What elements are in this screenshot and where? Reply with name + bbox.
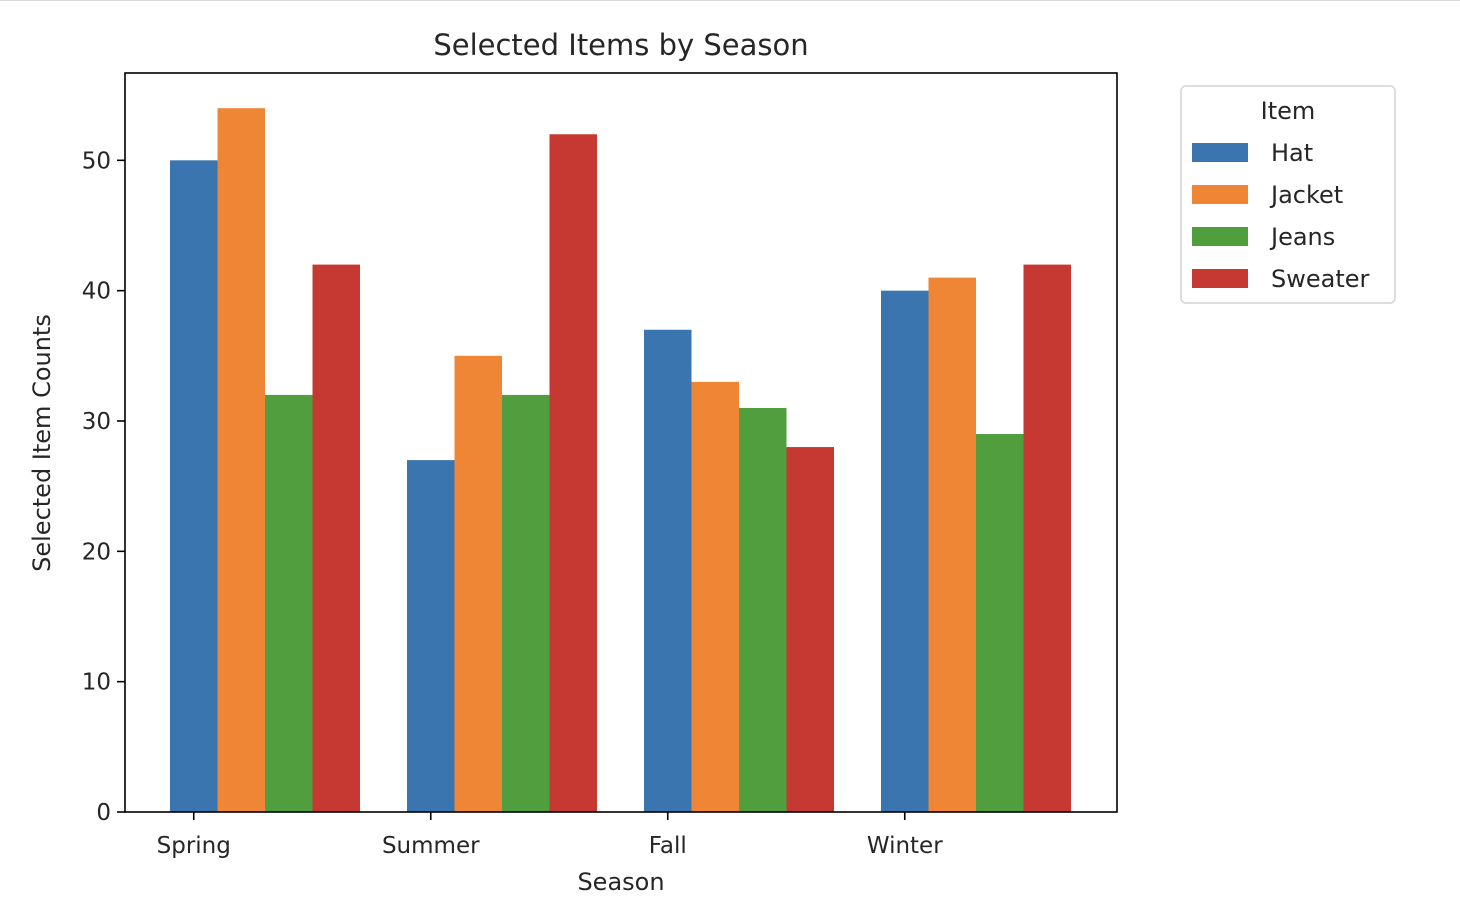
- bar-sweater-summer: [549, 134, 597, 812]
- bar-sweater-fall: [786, 447, 834, 812]
- bar-jeans-summer: [502, 394, 550, 812]
- y-tick-label: 0: [96, 800, 111, 826]
- y-tick-label: 20: [82, 539, 111, 565]
- bar-hat-fall: [644, 329, 692, 812]
- legend-items: Hat Jacket Jeans Sweater: [1192, 139, 1370, 293]
- bar-hat-spring: [170, 160, 218, 812]
- top-border: [0, 0, 1460, 1]
- bar-hat-summer: [407, 460, 455, 812]
- legend-box: [1180, 85, 1396, 304]
- legend: Item Hat Jacket Jeans Sweater: [1180, 85, 1396, 304]
- plot-frame: [124, 72, 1118, 813]
- legend-title: Item: [1261, 97, 1316, 125]
- y-tick-label: 10: [82, 670, 111, 696]
- bar-jeans-fall: [739, 407, 787, 812]
- y-tick-label: 30: [82, 409, 111, 435]
- legend-swatch-jacket: [1192, 185, 1248, 204]
- y-axis: 0 10 20 30 40 50: [82, 148, 125, 826]
- x-axis-label: Season: [577, 868, 664, 896]
- legend-swatch-sweater: [1192, 269, 1248, 288]
- bar-jacket-summer: [454, 355, 502, 812]
- bar-sweater-spring: [312, 264, 360, 812]
- y-tick-label: 50: [82, 148, 111, 174]
- chart-title: Selected Items by Season: [433, 28, 808, 62]
- legend-swatch-jeans: [1192, 227, 1248, 246]
- legend-swatch-hat: [1192, 143, 1248, 162]
- bars-layer: [170, 108, 1071, 812]
- bar-sweater-winter: [1023, 264, 1071, 812]
- y-tick-label: 40: [82, 279, 111, 305]
- legend-label-jacket: Jacket: [1269, 181, 1343, 209]
- x-tick-label-summer: Summer: [382, 833, 480, 859]
- x-tick-label-fall: Fall: [649, 833, 687, 859]
- bar-jacket-spring: [217, 108, 265, 812]
- y-axis-label: Selected Item Counts: [28, 314, 56, 572]
- legend-label-sweater: Sweater: [1271, 265, 1370, 293]
- legend-label-jeans: Jeans: [1269, 223, 1335, 251]
- x-tick-label-spring: Spring: [157, 833, 231, 859]
- bar-jeans-winter: [976, 434, 1024, 812]
- bar-jacket-winter: [928, 277, 976, 812]
- bar-jacket-fall: [691, 381, 739, 812]
- bar-jeans-spring: [265, 394, 313, 812]
- x-tick-label-winter: Winter: [867, 833, 943, 859]
- x-axis: Spring Summer Fall Winter: [157, 812, 943, 859]
- bar-hat-winter: [881, 290, 929, 812]
- legend-label-hat: Hat: [1271, 139, 1313, 167]
